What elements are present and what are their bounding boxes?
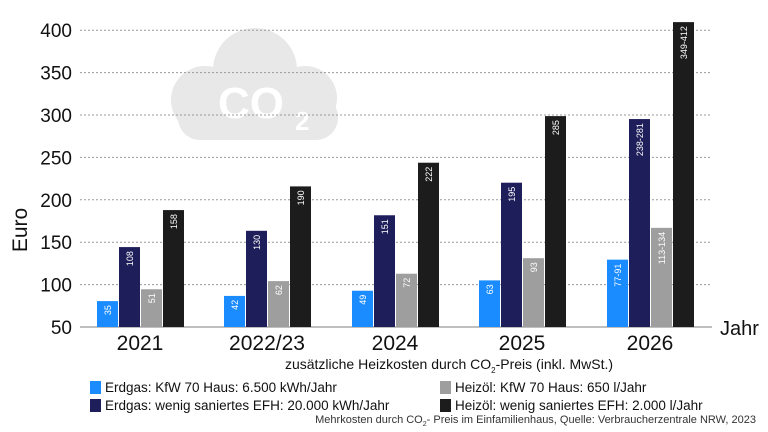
bar-data-label: 51 <box>147 293 157 303</box>
legend-swatch <box>90 399 101 412</box>
legend-swatch <box>90 381 101 394</box>
bar-data-label: 130 <box>252 235 262 250</box>
bar-data-label: 158 <box>169 214 179 229</box>
bar <box>163 210 184 327</box>
x-tick-label: 2025 <box>499 332 546 350</box>
svg-text:2: 2 <box>295 106 309 136</box>
y-tick-label: 400 <box>40 21 72 42</box>
y-tick-label: 350 <box>40 64 72 85</box>
bar-data-label: 349-412 <box>679 26 689 59</box>
bar-data-label: 151 <box>380 219 390 234</box>
chart-subtitle: zusätzliche Heizkosten durch CO2-Preis (… <box>284 356 614 375</box>
source-note: Mehrkosten durch CO2- Preis im Einfamili… <box>315 414 756 429</box>
y-tick-label: 250 <box>40 148 72 169</box>
bar <box>479 280 500 327</box>
legend-swatch <box>440 399 451 412</box>
bar-data-label: 72 <box>402 278 412 288</box>
bar <box>352 290 373 327</box>
bar <box>418 162 439 327</box>
bar-data-label: 62 <box>274 285 284 295</box>
legend-item: Heizöl: KfW 70 Haus: 650 l/Jahr <box>440 380 646 395</box>
bar <box>607 259 628 327</box>
bar <box>545 116 566 327</box>
x-axis-label: Jahr <box>720 318 759 340</box>
co2-cloud-watermark: CO 2 <box>171 28 338 140</box>
svg-text:CO: CO <box>218 79 284 128</box>
bar <box>374 215 395 327</box>
bar <box>651 227 672 327</box>
x-tick-label: 2021 <box>117 332 164 350</box>
bar <box>119 247 140 327</box>
bar-data-label: 63 <box>485 284 495 294</box>
bar-data-label: 93 <box>529 262 539 272</box>
x-tick-label: 2024 <box>372 332 419 350</box>
bar <box>501 182 522 327</box>
legend-item: Heizöl: wenig saniertes EFH: 2.000 l/Jah… <box>440 398 703 413</box>
legend-item: Erdgas: KfW 70 Haus: 6.500 kWh/Jahr <box>90 380 337 395</box>
bar-data-label: 238-281 <box>635 123 645 156</box>
bar <box>523 258 544 327</box>
bar <box>629 119 650 327</box>
bar <box>246 230 267 327</box>
bar <box>673 22 694 328</box>
bar <box>268 281 289 327</box>
y-axis-label: Euro <box>9 208 32 252</box>
bar <box>97 301 118 327</box>
bar-data-label: 49 <box>358 295 368 305</box>
bar <box>224 295 245 327</box>
x-tick-label: 2026 <box>627 332 674 350</box>
x-tick-label: 2022/23 <box>229 332 305 350</box>
legend-item: Erdgas: wenig saniertes EFH: 20.000 kWh/… <box>90 398 389 413</box>
bar-data-label: 77-91 <box>613 264 623 287</box>
bar <box>141 289 162 327</box>
bar-data-label: 113-134 <box>657 232 667 264</box>
bar-data-label: 190 <box>296 190 306 205</box>
bar-data-label: 285 <box>551 120 561 135</box>
y-tick-label: 100 <box>40 276 72 297</box>
y-tick-label: 300 <box>40 106 72 127</box>
bar-data-label: 42 <box>230 300 240 310</box>
y-tick-label: 50 <box>51 318 72 339</box>
y-tick-label: 200 <box>40 191 72 212</box>
y-tick-label: 150 <box>40 233 72 254</box>
bar-chart: CO 2 50 100 150 200 250 300 350 400 35 108 51 158 2… <box>9 21 759 350</box>
bar-data-label: 108 <box>125 251 135 266</box>
bar <box>290 186 311 327</box>
bar-data-label: 195 <box>507 187 517 202</box>
bar-data-label: 35 <box>103 305 113 315</box>
legend-swatch <box>440 381 451 394</box>
bar-data-label: 222 <box>424 167 434 182</box>
bar <box>396 273 417 327</box>
